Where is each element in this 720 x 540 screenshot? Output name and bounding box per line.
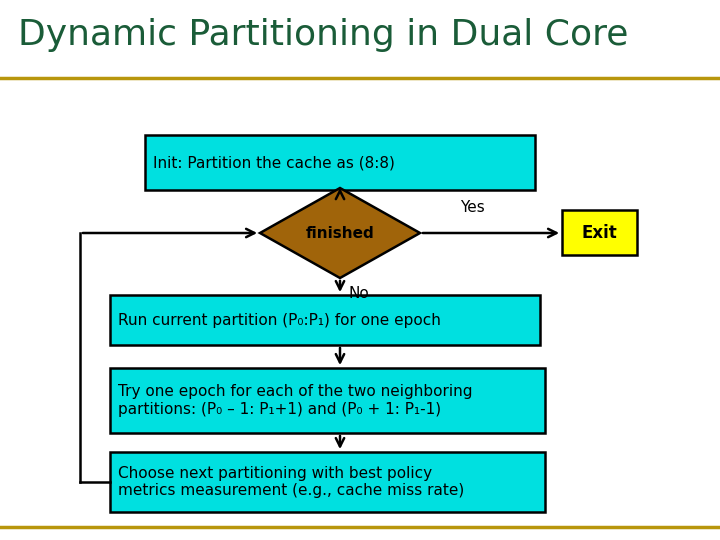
- FancyBboxPatch shape: [110, 295, 540, 345]
- FancyBboxPatch shape: [110, 452, 545, 512]
- Text: Exit: Exit: [582, 224, 617, 241]
- Text: Run current partition (P₀:P₁) for one epoch: Run current partition (P₀:P₁) for one ep…: [118, 313, 441, 327]
- Text: Yes: Yes: [460, 199, 485, 214]
- FancyBboxPatch shape: [110, 368, 545, 433]
- Text: Init: Partition the cache as (8:8): Init: Partition the cache as (8:8): [153, 155, 395, 170]
- Text: Try one epoch for each of the two neighboring
partitions: (P₀ – 1: P₁+1) and (P₀: Try one epoch for each of the two neighb…: [118, 384, 472, 417]
- Text: Choose next partitioning with best policy
metrics measurement (e.g., cache miss : Choose next partitioning with best polic…: [118, 466, 464, 498]
- Text: finished: finished: [305, 226, 374, 240]
- Text: Dynamic Partitioning in Dual Core: Dynamic Partitioning in Dual Core: [18, 18, 629, 52]
- FancyBboxPatch shape: [145, 135, 535, 190]
- Text: No: No: [348, 286, 369, 301]
- FancyBboxPatch shape: [562, 210, 637, 255]
- Polygon shape: [260, 188, 420, 278]
